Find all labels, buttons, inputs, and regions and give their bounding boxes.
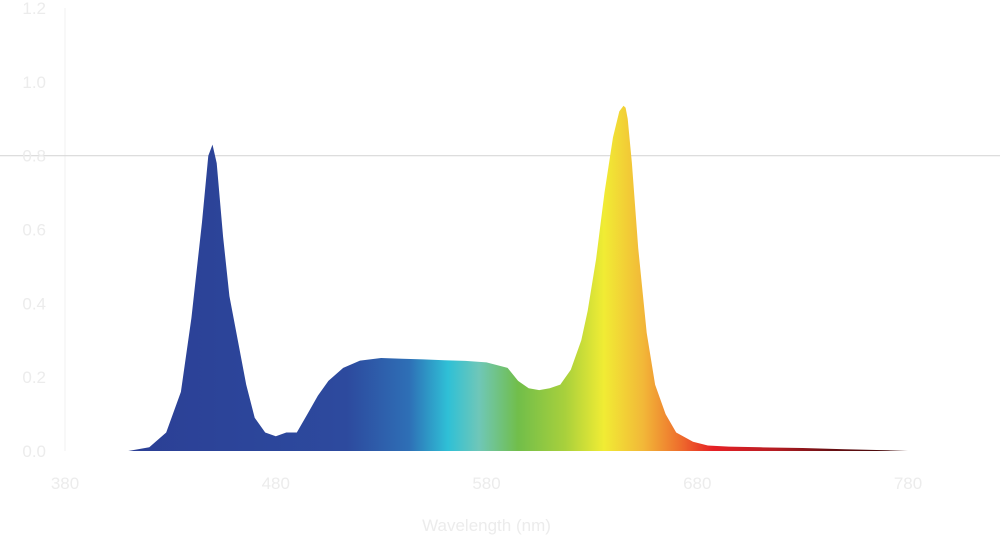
spectrum-area-group	[128, 105, 908, 452]
y-tick-label: 0.4	[22, 294, 46, 313]
x-tick-label: 480	[262, 474, 290, 493]
y-tick-labels: 0.0 0.2 0.4 0.6 0.8 1.0 1.2	[22, 0, 46, 461]
y-tick-label: 1.0	[22, 73, 46, 92]
x-tick-label: 580	[472, 474, 500, 493]
x-tick-labels: 380 480 580 680 780	[51, 474, 922, 493]
y-tick-label: 1.2	[22, 0, 46, 18]
x-axis-title: Wavelength (nm)	[422, 516, 551, 535]
x-tick-label: 680	[683, 474, 711, 493]
spectrum-area	[128, 105, 908, 452]
y-tick-label: 0.6	[22, 221, 46, 240]
y-tick-label: 0.0	[22, 442, 46, 461]
y-tick-label: 0.2	[22, 368, 46, 387]
x-tick-label: 380	[51, 474, 79, 493]
x-tick-label: 780	[894, 474, 922, 493]
y-tick-label: 0.8	[22, 147, 46, 166]
